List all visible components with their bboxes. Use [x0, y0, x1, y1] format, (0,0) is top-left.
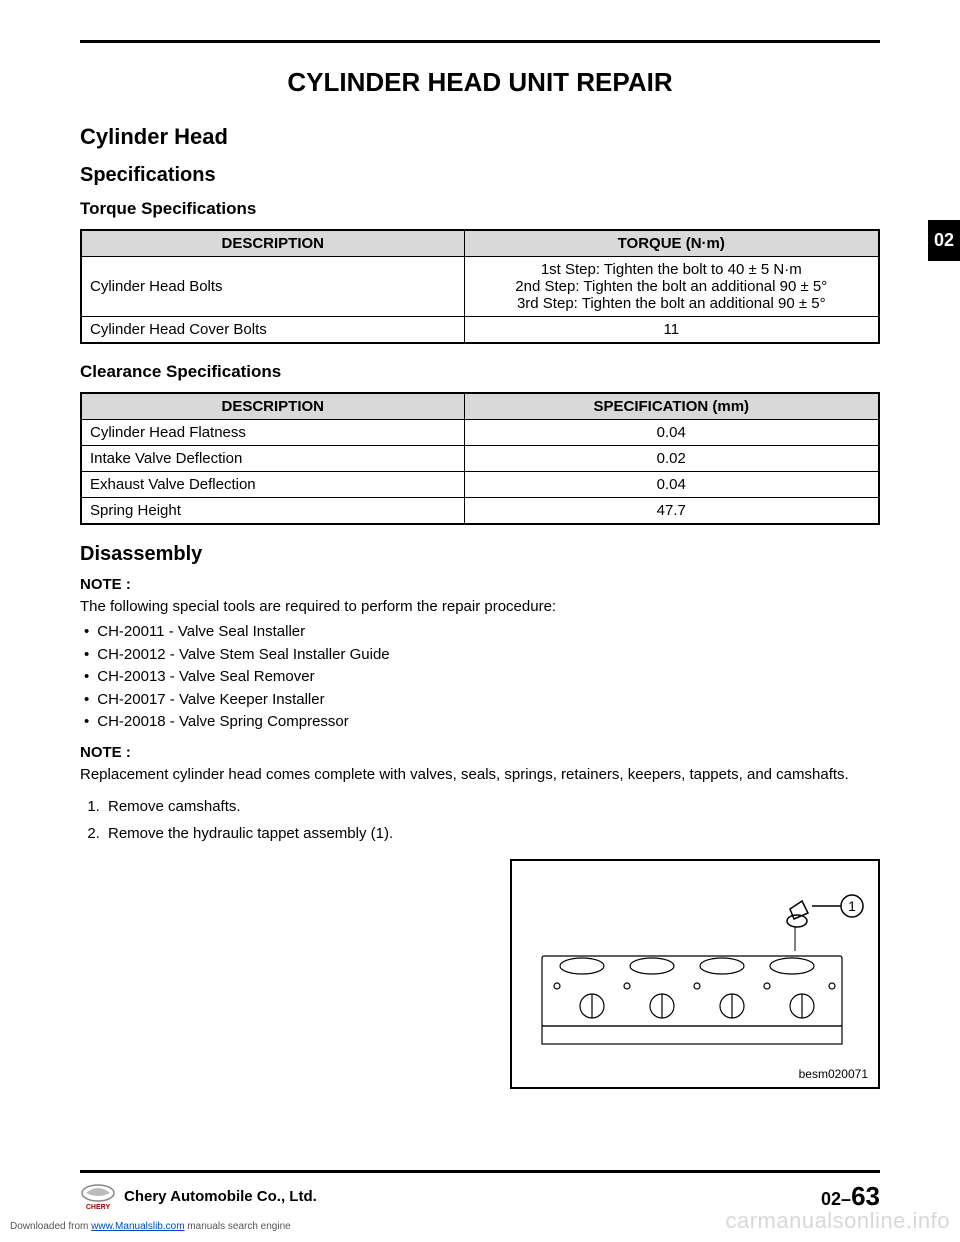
page-footer: CHERY Chery Automobile Co., Ltd. 02–63	[80, 1170, 880, 1212]
page-content: CYLINDER HEAD UNIT REPAIR Cylinder Head …	[0, 0, 960, 1119]
list-item: Remove the hydraulic tappet assembly (1)…	[104, 820, 880, 847]
cell-spec: 0.04	[464, 420, 879, 446]
heading-clearance-spec: Clearance Specifications	[80, 362, 880, 382]
cell-spec: 0.02	[464, 446, 879, 472]
table-row: Exhaust Valve Deflection 0.04	[81, 472, 879, 498]
chery-logo-icon: CHERY	[80, 1183, 116, 1211]
cell-desc: Cylinder Head Bolts	[81, 257, 464, 317]
list-item: CH-20012 - Valve Stem Seal Installer Gui…	[84, 644, 880, 667]
th-description: DESCRIPTION	[81, 230, 464, 257]
note-label: NOTE :	[80, 744, 880, 761]
figure-svg: 1	[512, 861, 882, 1091]
top-rule	[80, 40, 880, 43]
manualslib-link[interactable]: www.Manualslib.com	[91, 1221, 184, 1232]
download-note: Downloaded from www.Manualslib.com manua…	[10, 1221, 291, 1232]
page-title: CYLINDER HEAD UNIT REPAIR	[80, 67, 880, 98]
table-row: Spring Height 47.7	[81, 498, 879, 525]
cell-desc: Spring Height	[81, 498, 464, 525]
watermark: carmanualsonline.info	[725, 1208, 950, 1234]
table-row: Cylinder Head Cover Bolts 11	[81, 317, 879, 344]
note-label: NOTE :	[80, 576, 880, 593]
clearance-table: DESCRIPTION SPECIFICATION (mm) Cylinder …	[80, 392, 880, 525]
cell-desc: Cylinder Head Flatness	[81, 420, 464, 446]
cell-spec: 0.04	[464, 472, 879, 498]
heading-disassembly: Disassembly	[80, 543, 880, 566]
note-text: Replacement cylinder head comes complete…	[80, 765, 880, 785]
list-item: CH-20011 - Valve Seal Installer	[84, 621, 880, 644]
table-row: Cylinder Head Flatness 0.04	[81, 420, 879, 446]
tool-list: CH-20011 - Valve Seal Installer CH-20012…	[80, 621, 880, 734]
table-row: Intake Valve Deflection 0.02	[81, 446, 879, 472]
th-torque: TORQUE (N·m)	[464, 230, 879, 257]
step-list: Remove camshafts. Remove the hydraulic t…	[80, 793, 880, 847]
figure: 1	[510, 859, 880, 1089]
cell-torque: 11	[464, 317, 879, 344]
svg-text:CHERY: CHERY	[86, 1204, 111, 1211]
company-name: Chery Automobile Co., Ltd.	[124, 1188, 317, 1205]
th-description: DESCRIPTION	[81, 393, 464, 420]
table-row: Cylinder Head Bolts 1st Step: Tighten th…	[81, 257, 879, 317]
list-item: CH-20013 - Valve Seal Remover	[84, 666, 880, 689]
heading-torque-spec: Torque Specifications	[80, 199, 880, 219]
cell-desc: Exhaust Valve Deflection	[81, 472, 464, 498]
list-item: Remove camshafts.	[104, 793, 880, 820]
note-text: The following special tools are required…	[80, 597, 880, 617]
list-item: CH-20018 - Valve Spring Compressor	[84, 711, 880, 734]
torque-table: DESCRIPTION TORQUE (N·m) Cylinder Head B…	[80, 229, 880, 344]
cell-desc: Intake Valve Deflection	[81, 446, 464, 472]
list-item: CH-20017 - Valve Keeper Installer	[84, 689, 880, 712]
callout-label: 1	[848, 898, 856, 914]
th-spec: SPECIFICATION (mm)	[464, 393, 879, 420]
cell-torque: 1st Step: Tighten the bolt to 40 ± 5 N·m…	[464, 257, 879, 317]
heading-cylinder-head: Cylinder Head	[80, 124, 880, 150]
figure-id: besm020071	[799, 1067, 868, 1081]
cell-spec: 47.7	[464, 498, 879, 525]
heading-specifications: Specifications	[80, 164, 880, 187]
cell-desc: Cylinder Head Cover Bolts	[81, 317, 464, 344]
